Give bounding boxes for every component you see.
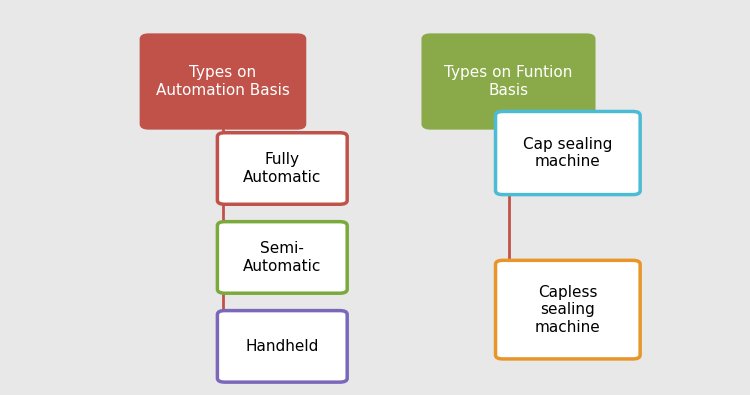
Text: Cap sealing
machine: Cap sealing machine xyxy=(524,137,613,169)
FancyBboxPatch shape xyxy=(496,260,640,359)
FancyBboxPatch shape xyxy=(217,310,347,382)
Text: Types on Funtion
Basis: Types on Funtion Basis xyxy=(444,65,573,98)
Text: Handheld: Handheld xyxy=(245,339,319,354)
Text: Types on
Automation Basis: Types on Automation Basis xyxy=(156,65,290,98)
Text: Fully
Automatic: Fully Automatic xyxy=(243,152,322,185)
FancyBboxPatch shape xyxy=(423,35,594,128)
Text: Capless
sealing
machine: Capless sealing machine xyxy=(535,285,601,335)
Text: Semi-
Automatic: Semi- Automatic xyxy=(243,241,322,274)
FancyBboxPatch shape xyxy=(141,35,304,128)
FancyBboxPatch shape xyxy=(496,111,640,195)
FancyBboxPatch shape xyxy=(217,133,347,204)
FancyBboxPatch shape xyxy=(217,222,347,293)
